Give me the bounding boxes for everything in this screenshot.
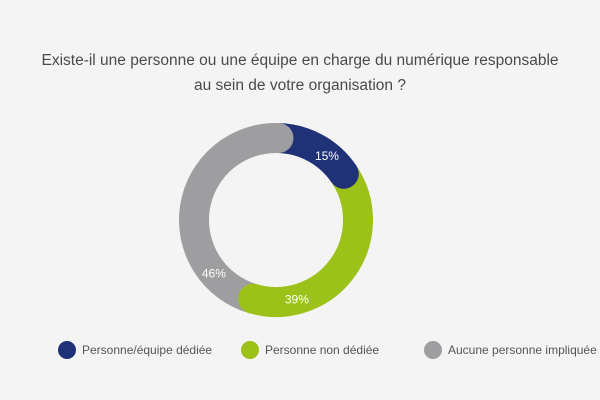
- data-label-dedicated: 15%: [315, 149, 339, 163]
- data-label-none: 46%: [202, 267, 226, 281]
- chart-title-line-2: au sein de votre organisation ?: [194, 77, 406, 94]
- donut-segment-cap-dedicated: [328, 158, 359, 189]
- legend-swatch-none: [424, 341, 442, 359]
- legend-item-dedicated: Personne/équipe dédiée: [58, 341, 212, 359]
- legend-swatch-dedicated: [58, 341, 76, 359]
- chart-title: Existe-il une personne ou une équipe en …: [0, 48, 600, 98]
- legend-label-none: Aucune personne impliquée: [448, 343, 597, 357]
- data-label-non-dedicated: 39%: [285, 292, 309, 306]
- legend-swatch-non-dedicated: [241, 341, 259, 359]
- donut-segment-cap-non-dedicated: [238, 283, 269, 314]
- legend-item-non-dedicated: Personne non dédiée: [241, 341, 379, 359]
- donut-segment-non-dedicated: [249, 165, 373, 317]
- legend-label-non-dedicated: Personne non dédiée: [265, 343, 380, 357]
- donut-segment-cap-none: [263, 123, 294, 154]
- chart-title-line-1: Existe-il une personne ou une équipe en …: [41, 52, 559, 69]
- legend-label-dedicated: Personne/équipe dédiée: [82, 343, 213, 357]
- legend-item-none: Aucune personne impliquée: [424, 341, 597, 359]
- donut-segment-none: [179, 123, 279, 314]
